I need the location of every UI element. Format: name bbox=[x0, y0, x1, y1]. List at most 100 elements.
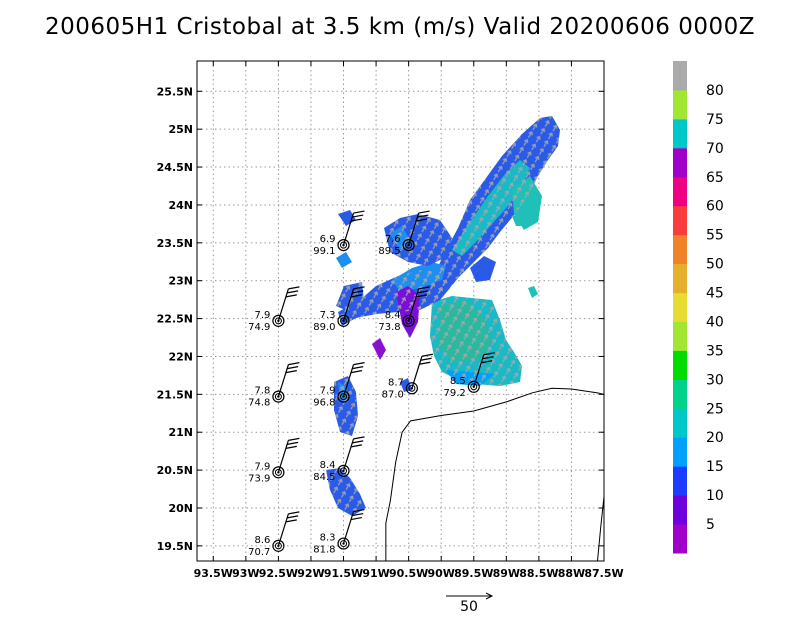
grid-lines bbox=[197, 61, 605, 561]
x-axis: 93.5W 93W 92.5W 92W 91.5W 91W 90.5W 90W 89.5W 89W… bbox=[194, 61, 624, 580]
station-ring bbox=[405, 241, 413, 249]
station-plot: 8.787.0 bbox=[382, 353, 434, 400]
station-dot bbox=[407, 243, 410, 247]
station-ring bbox=[467, 380, 480, 393]
station-dot bbox=[410, 387, 414, 390]
x-tick-label: 93W bbox=[232, 567, 259, 580]
station-pressure: 89.5 bbox=[378, 246, 400, 257]
station-ring bbox=[272, 390, 285, 403]
station-ring bbox=[337, 238, 350, 252]
station-ring bbox=[337, 464, 350, 477]
station-ring bbox=[272, 466, 285, 479]
station-dot bbox=[342, 243, 345, 247]
station-ring bbox=[405, 382, 418, 395]
x-tick-label: 88W bbox=[558, 567, 585, 580]
x-tick-label: 90.5W bbox=[389, 567, 428, 580]
station-ring bbox=[274, 542, 282, 550]
station-plot: 8.670.7 bbox=[248, 511, 300, 558]
wind-barb-flag bbox=[352, 214, 364, 218]
wind-barb-flag bbox=[286, 290, 299, 294]
wind-barb-flag bbox=[419, 361, 431, 365]
station-ring bbox=[470, 383, 478, 391]
station-speed: 7.9 bbox=[320, 386, 336, 397]
station-ring bbox=[340, 540, 348, 548]
coastline-line bbox=[596, 496, 604, 561]
station-plot: 8.579.2 bbox=[443, 352, 495, 399]
wind-barb-flag bbox=[418, 286, 430, 290]
station-pressure: 81.8 bbox=[313, 545, 335, 556]
wind-barb-flag bbox=[286, 515, 299, 519]
station-speed: 8.7 bbox=[388, 377, 404, 388]
wind-barb-flag bbox=[415, 294, 428, 298]
station-speed: 8.6 bbox=[254, 535, 270, 546]
station-pressure: 74.9 bbox=[248, 322, 270, 333]
observations: 6.999.17.689.57.974.97.389.08.473.87.874… bbox=[248, 210, 495, 558]
plot-frame bbox=[196, 60, 605, 562]
y-tick-label: 20N bbox=[168, 502, 193, 515]
station-ring bbox=[405, 317, 413, 325]
station-plot: 7.974.9 bbox=[248, 286, 300, 333]
x-tick-label: 89W bbox=[493, 567, 520, 580]
y-tick-label: 22N bbox=[168, 350, 193, 363]
station-plot: 7.389.0 bbox=[313, 286, 365, 333]
wind-barb-flag bbox=[415, 218, 428, 222]
y-tick-label: 24N bbox=[168, 199, 193, 212]
station-plot: 7.874.8 bbox=[248, 362, 300, 409]
station-pressure: 89.0 bbox=[313, 322, 335, 333]
station-ring bbox=[340, 467, 348, 475]
station-speed: 8.4 bbox=[320, 460, 336, 471]
station-ring bbox=[340, 393, 348, 401]
wind-barb-flag bbox=[350, 516, 363, 521]
reference-vector-label: 50 bbox=[460, 599, 478, 615]
wind-barb-flag bbox=[288, 362, 300, 366]
coastline-line bbox=[385, 387, 604, 561]
station-plot: 7.973.9 bbox=[248, 437, 300, 484]
station-speed: 7.3 bbox=[320, 310, 336, 321]
station-plot: 6.999.1 bbox=[313, 210, 365, 257]
wind-barb-flag bbox=[350, 294, 363, 298]
station-pressure: 96.8 bbox=[313, 398, 335, 409]
wind-barb-flag bbox=[417, 290, 429, 294]
station-speed: 7.9 bbox=[254, 461, 270, 472]
chart-title: 200605H1 Cristobal at 3.5 km (m/s) Valid… bbox=[44, 14, 756, 40]
wind-vectors bbox=[326, 116, 560, 516]
station-dot bbox=[277, 319, 280, 323]
station-dot bbox=[277, 544, 280, 548]
station-pressure: 87.0 bbox=[382, 389, 404, 400]
station-dot bbox=[342, 542, 345, 545]
x-tick-label: 93.5W bbox=[194, 567, 233, 580]
wind-barb-flag bbox=[285, 370, 297, 374]
station-pressure: 79.2 bbox=[443, 388, 465, 399]
wind-barb-flag bbox=[353, 436, 365, 440]
station-dot bbox=[342, 395, 345, 398]
station-plot: 8.381.8 bbox=[313, 508, 365, 556]
y-tick-label: 23N bbox=[168, 275, 193, 288]
station-ring bbox=[337, 537, 350, 550]
wind-barb-flag bbox=[285, 519, 297, 523]
wind-barb-flag bbox=[353, 508, 365, 513]
wind-barb-flag bbox=[418, 210, 430, 214]
station-ring bbox=[340, 317, 348, 325]
station-pressure: 73.9 bbox=[248, 473, 270, 484]
wind-barb-flag bbox=[288, 437, 300, 441]
wind-barb-flag bbox=[352, 440, 364, 444]
wind-barb-flag bbox=[417, 214, 429, 218]
station-ring bbox=[408, 384, 416, 392]
station-ring bbox=[272, 314, 285, 327]
station-ring bbox=[274, 393, 282, 401]
station-dot bbox=[277, 471, 280, 474]
x-tick-label: 92.5W bbox=[259, 567, 298, 580]
x-tick-label: 87.5W bbox=[584, 567, 623, 580]
y-axis: 19.5N 20N 20.5N 21N 21.5N 22N 22.5N 23N 23.5N 24N… bbox=[157, 85, 604, 553]
wind-barb-flag bbox=[288, 511, 300, 515]
wind-barb-flag bbox=[352, 290, 364, 294]
station-pressure: 73.8 bbox=[378, 322, 400, 333]
station-pressure: 70.7 bbox=[248, 547, 270, 558]
station-plot: 8.473.8 bbox=[378, 286, 430, 333]
station-ring bbox=[274, 317, 282, 325]
wind-barb-flag bbox=[352, 366, 364, 370]
station-ring bbox=[337, 390, 350, 403]
station-ring bbox=[340, 241, 348, 249]
y-tick-label: 22.5N bbox=[157, 313, 193, 326]
wind-barb-flag bbox=[421, 353, 434, 357]
